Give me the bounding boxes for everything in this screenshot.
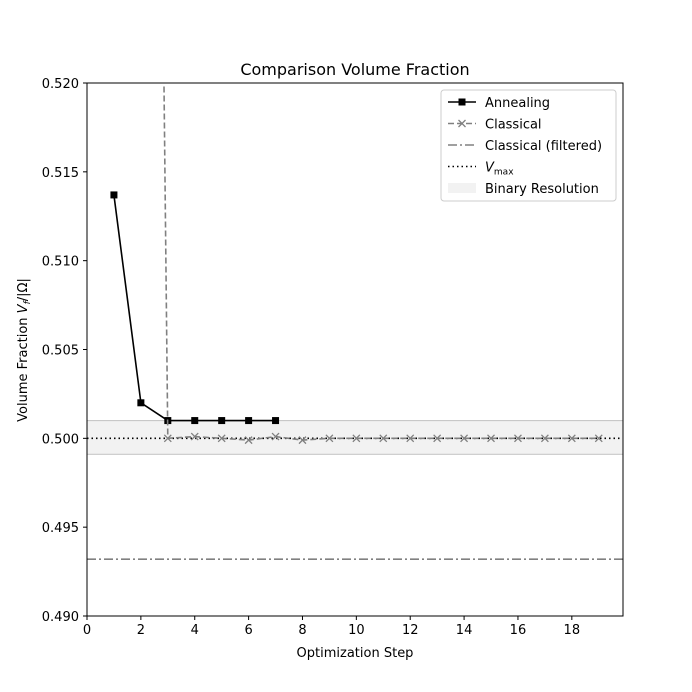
- legend: Annealing Classical Classical (filtered) Vm…: [440, 89, 617, 202]
- series-point-x: [460, 434, 469, 443]
- y-axis-label-variable: V: [16, 303, 31, 313]
- series-point-x: [244, 436, 253, 445]
- x-tick-label: 8: [298, 623, 306, 638]
- x-tick-label: 18: [564, 623, 581, 638]
- x-tick-label: 10: [348, 623, 365, 638]
- series-point-x: [567, 434, 576, 443]
- series-point-x: [217, 434, 226, 443]
- legend-swatch-classical-marker: [458, 119, 466, 128]
- y-tick-label: 0.515: [42, 166, 79, 181]
- y-axis-label-subscript: f: [23, 299, 33, 304]
- series-point-x: [298, 436, 307, 445]
- x-tick-label: 2: [137, 623, 145, 638]
- series-point-x: [271, 432, 280, 441]
- series-point-square: [245, 417, 253, 425]
- axes: 0 2 4 6 8 10 12 14 16 18 0.490 0.495 0.500 0.505 0.510…: [42, 77, 624, 638]
- legend-label-vmax-var: V: [485, 161, 495, 176]
- series-point-x: [540, 434, 549, 443]
- legend-label-binary-resolution: Binary Resolution: [485, 182, 599, 197]
- y-axis-label: Volume Fraction Vf/|Ω|: [16, 278, 33, 422]
- series-line-1: [163, 83, 599, 441]
- series-point-square: [191, 417, 199, 425]
- y-tick-label: 0.490: [42, 610, 79, 625]
- series-point-x: [513, 434, 522, 443]
- legend-swatch-annealing-marker: [458, 98, 466, 106]
- series-point-square: [218, 417, 226, 425]
- series-point-x: [487, 434, 495, 443]
- series-point-square: [110, 191, 118, 199]
- legend-label-classical: Classical: [485, 118, 542, 133]
- series-point-x: [406, 434, 415, 443]
- series-point-x: [190, 432, 199, 441]
- legend-label-vmax-sub: max: [494, 168, 514, 178]
- legend-label-annealing: Annealing: [485, 96, 550, 111]
- plot-clipped-group: [87, 83, 623, 560]
- series-line-0: [113, 194, 276, 422]
- legend-box: [440, 89, 617, 202]
- x-axis-label: Optimization Step: [297, 646, 414, 661]
- series-point-x: [433, 434, 442, 443]
- x-tick-label: 6: [244, 623, 252, 638]
- legend-label-vmax: Vmax: [485, 161, 514, 178]
- series-point-x: [594, 434, 603, 443]
- series-point-x: [352, 434, 361, 443]
- y-tick-label: 0.505: [42, 344, 79, 359]
- legend-label-classical-filtered: Classical (filtered): [485, 139, 602, 154]
- y-tick-label: 0.495: [42, 521, 79, 536]
- x-tick-label: 0: [83, 623, 91, 638]
- series-point-square: [137, 399, 145, 407]
- series-point-x: [325, 434, 334, 443]
- x-tick-label: 12: [402, 623, 419, 638]
- series-point-x: [379, 434, 388, 443]
- y-tick-label: 0.500: [42, 432, 79, 447]
- y-tick-label: 0.510: [42, 255, 79, 270]
- y-axis-label-prefix: Volume Fraction: [16, 313, 31, 422]
- series-point-square: [272, 417, 280, 425]
- plot-area: [87, 83, 623, 560]
- chart-title: Comparison Volume Fraction: [240, 60, 469, 79]
- series-point-x: [163, 434, 172, 443]
- x-tick-label: 16: [510, 623, 527, 638]
- legend-swatch-binary-resolution: [448, 183, 476, 193]
- x-tick-label: 14: [456, 623, 473, 638]
- y-axis-label-suffix: /|Ω|: [16, 278, 31, 301]
- y-tick-label: 0.520: [42, 77, 79, 92]
- x-tick-label: 4: [191, 623, 199, 638]
